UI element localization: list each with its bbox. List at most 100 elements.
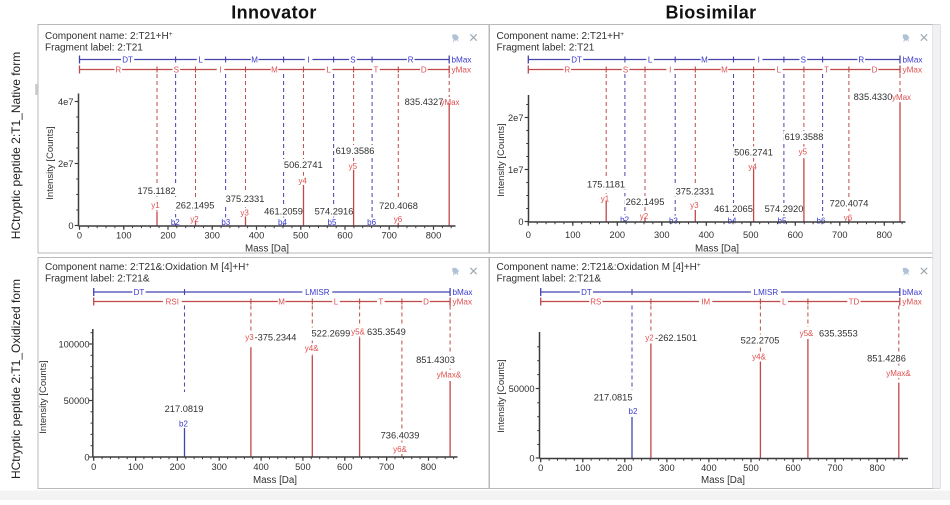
- svg-text:800: 800: [869, 463, 885, 473]
- svg-text:0: 0: [518, 217, 523, 227]
- svg-text:y6: y6: [394, 215, 403, 224]
- svg-text:461.2059: 461.2059: [264, 206, 303, 216]
- svg-text:DT: DT: [581, 288, 592, 297]
- svg-text:L: L: [777, 65, 782, 74]
- svg-text:Mass [Da]: Mass [Da]: [701, 475, 745, 486]
- svg-text:375.2331: 375.2331: [676, 186, 715, 196]
- svg-text:851.4286: 851.4286: [867, 353, 906, 363]
- svg-text:619.3586: 619.3586: [336, 146, 375, 156]
- svg-text:y3: y3: [240, 208, 249, 217]
- svg-text:Biosimilar: Biosimilar: [665, 3, 756, 23]
- svg-text:bMax: bMax: [453, 288, 473, 297]
- svg-text:400: 400: [701, 463, 717, 473]
- svg-text:y5: y5: [799, 147, 808, 156]
- svg-text:500: 500: [295, 462, 311, 472]
- svg-text:y1: y1: [151, 201, 160, 210]
- svg-text:800: 800: [426, 230, 442, 240]
- svg-text:M: M: [271, 65, 278, 74]
- svg-text:0: 0: [526, 230, 531, 240]
- svg-text:S: S: [801, 55, 806, 64]
- svg-text:y4&: y4&: [305, 344, 319, 353]
- svg-text:y4: y4: [748, 162, 757, 171]
- svg-text:100: 100: [575, 463, 591, 473]
- svg-text:IM: IM: [701, 297, 710, 306]
- svg-text:200: 200: [610, 230, 626, 240]
- svg-text:y1: y1: [601, 194, 610, 203]
- svg-text:b3: b3: [221, 218, 230, 227]
- svg-text:b2: b2: [620, 215, 629, 224]
- svg-text:635.3553: 635.3553: [819, 328, 858, 338]
- svg-text:200: 200: [170, 462, 186, 472]
- svg-text:b2: b2: [629, 407, 638, 416]
- svg-text:800: 800: [877, 230, 893, 240]
- svg-text:Mass [Da]: Mass [Da]: [245, 243, 289, 254]
- svg-text:50000: 50000: [64, 396, 90, 406]
- svg-text:T: T: [824, 65, 829, 74]
- svg-text:S: S: [174, 65, 179, 74]
- svg-text:y5&: y5&: [351, 327, 365, 336]
- svg-text:700: 700: [379, 462, 395, 472]
- svg-text:L: L: [782, 297, 787, 306]
- svg-text:50000: 50000: [509, 384, 535, 394]
- svg-text:R: R: [115, 65, 121, 74]
- svg-text:TD: TD: [849, 297, 860, 306]
- svg-text:100: 100: [565, 230, 581, 240]
- svg-text:500: 500: [293, 230, 309, 240]
- svg-text:R: R: [408, 55, 414, 64]
- svg-text:300: 300: [659, 463, 675, 473]
- svg-text:b3: b3: [669, 216, 678, 225]
- svg-text:y5: y5: [349, 162, 358, 171]
- svg-text:-262.1501: -262.1501: [655, 333, 697, 343]
- svg-text:yMax: yMax: [902, 297, 922, 306]
- svg-text:y4: y4: [298, 176, 307, 185]
- svg-text:M: M: [701, 55, 708, 64]
- svg-text:100: 100: [116, 230, 132, 240]
- svg-text:L: L: [334, 297, 339, 306]
- svg-text:R: R: [858, 55, 864, 64]
- svg-text:175.1181: 175.1181: [587, 179, 625, 189]
- svg-text:262.1495: 262.1495: [626, 197, 665, 207]
- svg-text:200: 200: [617, 463, 633, 473]
- svg-text:300: 300: [204, 230, 220, 240]
- svg-text:y4&: y4&: [752, 352, 766, 361]
- svg-text:Component name: 2:T21+H+: Component name: 2:T21+H+: [497, 31, 625, 42]
- svg-text:L: L: [326, 65, 331, 74]
- svg-text:yMax&: yMax&: [437, 370, 462, 379]
- svg-text:L: L: [198, 55, 203, 64]
- svg-text:0: 0: [529, 453, 534, 463]
- svg-text:600: 600: [788, 230, 804, 240]
- svg-text:Component name: 2:T21&:Oxidati: Component name: 2:T21&:Oxidation M [4]+H…: [497, 262, 701, 273]
- svg-text:Intensity [Counts]: Intensity [Counts]: [45, 126, 56, 199]
- svg-text:835.4330: 835.4330: [854, 92, 893, 102]
- svg-text:262.1495: 262.1495: [176, 200, 215, 210]
- svg-text:4e7: 4e7: [58, 97, 74, 107]
- svg-text:700: 700: [832, 230, 848, 240]
- svg-text:600: 600: [337, 230, 353, 240]
- svg-text:D: D: [421, 65, 427, 74]
- svg-text:Intensity [Counts]: Intensity [Counts]: [38, 360, 49, 433]
- svg-text:2e7: 2e7: [508, 113, 524, 123]
- svg-text:0: 0: [91, 462, 96, 472]
- svg-text:M: M: [278, 297, 285, 306]
- svg-text:-375.2344: -375.2344: [255, 332, 297, 342]
- svg-text:400: 400: [249, 230, 265, 240]
- svg-text:0: 0: [84, 452, 89, 462]
- svg-text:736.4039: 736.4039: [381, 430, 420, 440]
- svg-text:y3: y3: [245, 333, 254, 342]
- svg-text:b5: b5: [328, 218, 337, 227]
- svg-text:S: S: [623, 65, 628, 74]
- svg-text:522.2699: 522.2699: [312, 328, 351, 338]
- svg-text:Intensity [Counts]: Intensity [Counts]: [496, 359, 507, 432]
- svg-text:619.3588: 619.3588: [785, 132, 824, 142]
- svg-text:y6&: y6&: [393, 445, 407, 454]
- svg-text:0: 0: [68, 221, 73, 231]
- svg-text:Fragment label: 2:T21: Fragment label: 2:T21: [45, 43, 143, 54]
- svg-text:D: D: [872, 65, 878, 74]
- svg-text:RS: RS: [590, 297, 601, 306]
- svg-text:T: T: [374, 65, 379, 74]
- svg-text:851.4303: 851.4303: [416, 355, 455, 365]
- svg-text:Mass [Da]: Mass [Da]: [695, 243, 739, 254]
- svg-text:yMax: yMax: [892, 93, 911, 102]
- svg-text:I: I: [307, 55, 309, 64]
- svg-text:300: 300: [211, 462, 227, 472]
